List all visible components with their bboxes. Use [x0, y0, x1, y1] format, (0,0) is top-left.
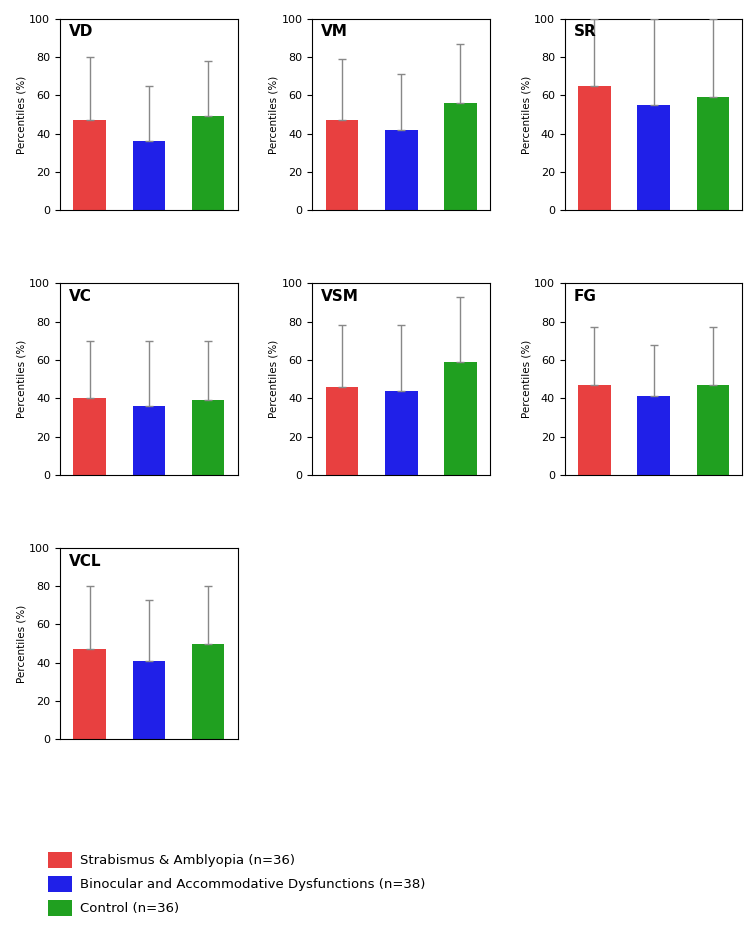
Y-axis label: Percentiles (%): Percentiles (%)	[269, 340, 279, 418]
Bar	[385, 130, 418, 211]
Y-axis label: Percentiles (%): Percentiles (%)	[16, 340, 26, 418]
Bar	[192, 401, 224, 475]
Bar	[697, 97, 729, 211]
Bar	[697, 385, 729, 475]
Text: VC: VC	[69, 289, 92, 304]
Bar	[192, 644, 224, 739]
Y-axis label: Percentiles (%): Percentiles (%)	[16, 76, 26, 154]
Bar	[133, 141, 165, 211]
Bar	[74, 650, 106, 739]
Y-axis label: Percentiles (%): Percentiles (%)	[521, 340, 531, 418]
Text: VSM: VSM	[321, 289, 359, 304]
Text: VCL: VCL	[69, 553, 101, 568]
Bar	[638, 105, 670, 211]
Bar	[578, 385, 610, 475]
Text: VD: VD	[69, 24, 93, 39]
Y-axis label: Percentiles (%): Percentiles (%)	[16, 605, 26, 682]
Bar	[133, 406, 165, 475]
Bar	[326, 387, 358, 475]
Bar	[133, 661, 165, 739]
Bar	[385, 390, 418, 475]
Bar	[326, 121, 358, 211]
Bar	[444, 362, 477, 475]
Legend: Strabismus & Amblyopia (n=36), Binocular and Accommodative Dysfunctions (n=38), : Strabismus & Amblyopia (n=36), Binocular…	[44, 848, 429, 920]
Bar	[74, 121, 106, 211]
Bar	[74, 398, 106, 475]
Y-axis label: Percentiles (%): Percentiles (%)	[269, 76, 279, 154]
Bar	[638, 396, 670, 475]
Bar	[578, 86, 610, 211]
Text: FG: FG	[574, 289, 596, 304]
Bar	[192, 116, 224, 211]
Bar	[444, 103, 477, 211]
Y-axis label: Percentiles (%): Percentiles (%)	[521, 76, 531, 154]
Text: VM: VM	[321, 24, 348, 39]
Text: SR: SR	[574, 24, 596, 39]
